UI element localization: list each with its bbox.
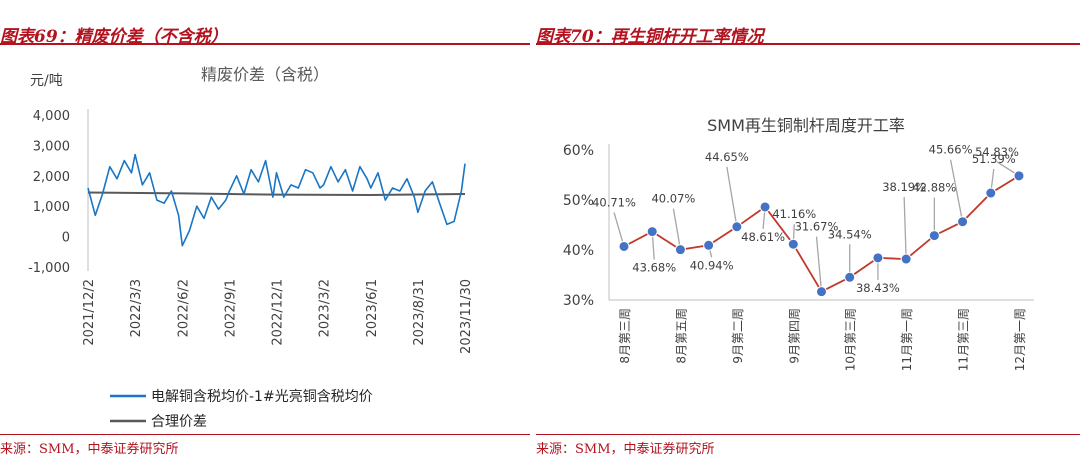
chart-title: 精废价差（含税） bbox=[201, 65, 329, 84]
data-point-marker bbox=[731, 221, 743, 233]
data-label-leader bbox=[949, 159, 964, 222]
x-tick-label: 2022/9/1 bbox=[223, 279, 238, 337]
data-label-leader bbox=[672, 208, 682, 250]
x-tick-label: 2022/6/2 bbox=[176, 279, 191, 337]
data-label: 40.94% bbox=[690, 258, 734, 272]
y-tick-label: 40% bbox=[563, 243, 594, 259]
y-tick-label: 2,000 bbox=[33, 170, 70, 185]
x-tick-label: 2023/3/2 bbox=[318, 279, 333, 337]
data-point-marker bbox=[646, 226, 658, 238]
data-label: 31.67% bbox=[795, 220, 839, 234]
legend-entry: 合理价差 bbox=[151, 414, 207, 430]
x-tick-label: 2022/12/1 bbox=[271, 279, 286, 346]
x-tick-label: 2023/8/31 bbox=[412, 279, 427, 346]
data-label: 43.68% bbox=[632, 261, 676, 275]
x-tick-label: 11月第一周 bbox=[900, 308, 914, 371]
x-tick-label: 2023/6/1 bbox=[365, 279, 380, 337]
data-label-leader bbox=[613, 212, 625, 247]
left-figure-title: 图表69：精废价差（不含税） bbox=[0, 27, 228, 47]
data-point-marker bbox=[787, 238, 799, 250]
right-source-rule bbox=[536, 434, 1080, 435]
x-tick-label: 9月第二周 bbox=[731, 308, 745, 364]
data-label: 51.39% bbox=[972, 152, 1016, 166]
data-point-marker bbox=[844, 271, 856, 283]
data-point-marker bbox=[703, 239, 715, 251]
x-tick-label: 12月第一周 bbox=[1013, 308, 1027, 371]
data-label: 40.07% bbox=[651, 192, 695, 206]
data-point-marker bbox=[674, 244, 686, 256]
data-point-marker bbox=[618, 240, 630, 252]
right-title-rule bbox=[536, 43, 1080, 45]
data-label-leader bbox=[726, 166, 738, 227]
data-label: 44.65% bbox=[705, 150, 749, 164]
right-figure-panel: 图表70：再生铜杆开工率情况 SMM再生铜制杆周度开工率 60% 50% 40% 30%… bbox=[536, 0, 1080, 466]
data-point-marker bbox=[900, 253, 912, 265]
data-point-marker bbox=[1013, 170, 1025, 182]
x-tick-label: 8月第三周 bbox=[618, 308, 632, 364]
chart-title: SMM再生铜制杆周度开工率 bbox=[707, 116, 905, 135]
data-point-marker bbox=[872, 252, 884, 264]
data-point-marker bbox=[816, 286, 827, 298]
y-tick-label: 1,000 bbox=[33, 200, 70, 215]
data-label: 38.19% bbox=[882, 180, 926, 194]
data-point-marker bbox=[759, 201, 771, 213]
x-tick-label: 10月第三周 bbox=[844, 308, 858, 371]
y-tick-label: 0 bbox=[62, 231, 70, 246]
x-tick-label: 2022/3/3 bbox=[129, 279, 144, 337]
spread-chart: 精废价差（含税） 元/吨 4,000 3,000 2,000 1,000 0 -1,000 20… bbox=[28, 65, 474, 430]
data-label: 41.16% bbox=[772, 207, 816, 221]
left-title-rule bbox=[0, 43, 530, 45]
y-tick-label: 4,000 bbox=[33, 109, 70, 124]
data-label-leader bbox=[903, 197, 907, 260]
data-point-marker bbox=[957, 216, 969, 228]
data-label-leader bbox=[815, 236, 823, 292]
left-source-note: 来源：SMM，中泰证券研究所 bbox=[0, 442, 179, 457]
data-label: 42.88% bbox=[912, 181, 956, 195]
data-label: 34.54% bbox=[828, 227, 872, 241]
data-label: 38.43% bbox=[856, 281, 900, 295]
y-tick-label: -1,000 bbox=[28, 261, 70, 276]
series-line-price-spread bbox=[87, 153, 466, 247]
x-tick-label: 9月第四周 bbox=[787, 308, 801, 364]
y-tick-label: 60% bbox=[563, 143, 594, 159]
y-tick-label: 30% bbox=[563, 293, 594, 309]
operating-rate-chart: SMM再生铜制杆周度开工率 60% 50% 40% 30% 8月第三周 8月第五周 9月第二周… bbox=[563, 116, 1034, 371]
data-point-marker bbox=[928, 230, 940, 242]
right-source-note: 来源：SMM，中泰证券研究所 bbox=[536, 442, 715, 457]
legend-entry: 电解铜含税均价-1#光亮铜含税均价 bbox=[151, 388, 373, 405]
data-label: 54.83% bbox=[975, 145, 1019, 159]
left-figure-panel: 图表69：精废价差（不含税） 精废价差（含税） 元/吨 4,000 3,000 2,00… bbox=[0, 0, 530, 466]
y-tick-label: 50% bbox=[563, 193, 594, 209]
data-label: 48.61% bbox=[741, 230, 785, 244]
data-label: 45.66% bbox=[929, 143, 973, 157]
data-point-marker bbox=[985, 187, 997, 199]
series-line-reasonable-spread bbox=[87, 191, 466, 197]
right-figure-title: 图表70：再生铜杆开工率情况 bbox=[536, 27, 764, 47]
y-tick-label: 3,000 bbox=[33, 139, 70, 154]
data-label: 40.71% bbox=[592, 195, 636, 209]
left-source-rule bbox=[0, 434, 530, 435]
x-tick-label: 2023/11/30 bbox=[459, 279, 474, 354]
y-axis-unit-label: 元/吨 bbox=[30, 73, 63, 89]
x-tick-label: 11月第三周 bbox=[957, 308, 971, 371]
x-tick-label: 8月第五周 bbox=[674, 308, 688, 364]
x-tick-label: 2021/12/2 bbox=[82, 279, 97, 346]
